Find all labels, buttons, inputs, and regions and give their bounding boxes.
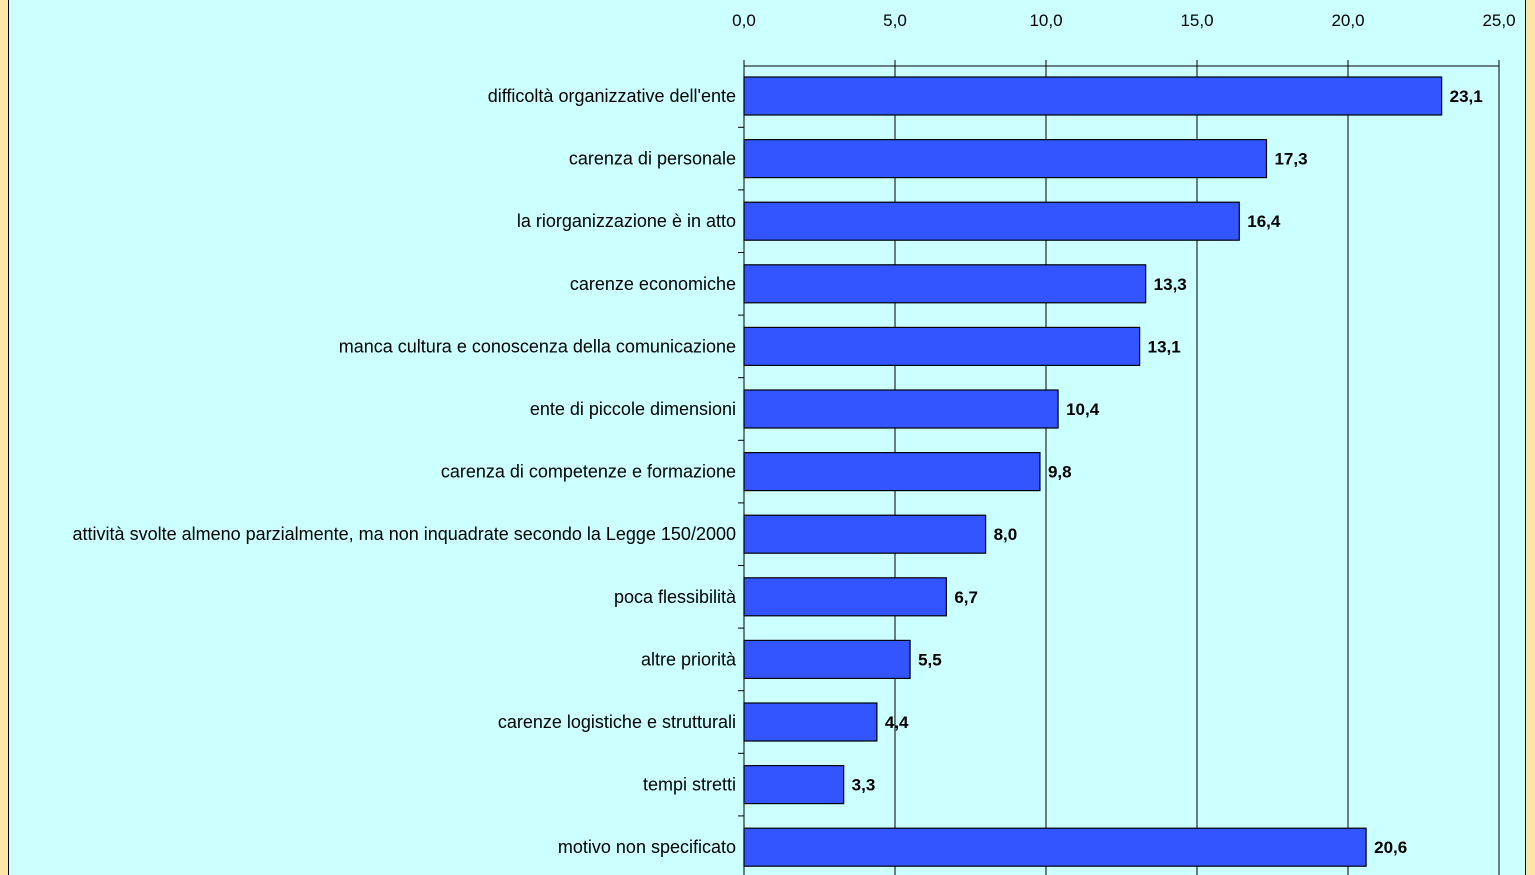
x-tick-label: 25,0 — [1482, 11, 1515, 30]
value-label: 4,4 — [885, 713, 909, 732]
bar — [743, 639, 911, 680]
bar — [743, 764, 845, 805]
value-label: 8,0 — [994, 525, 1018, 544]
x-tick-label: 0,0 — [732, 11, 756, 30]
x-tick-label: 20,0 — [1331, 11, 1364, 30]
category-label: altre priorità — [641, 649, 737, 669]
category-label: la riorganizzazione è in atto — [517, 211, 736, 231]
value-label: 5,5 — [918, 650, 942, 669]
bar — [743, 577, 947, 617]
value-label: 16,4 — [1247, 212, 1281, 231]
value-label: 9,8 — [1048, 463, 1072, 482]
value-label: 3,3 — [852, 776, 876, 795]
bar — [743, 326, 1141, 366]
bars — [743, 76, 1443, 867]
chart-frame: 0,0 5,0 10,0 15,0 20,0 25,0 difficoltà organi… — [8, 0, 1526, 875]
category-label: ente di piccole dimensioni — [530, 399, 736, 419]
x-tick-label: 5,0 — [883, 11, 907, 30]
category-label: poca flessibilità — [614, 587, 737, 607]
category-label: manca cultura e conoscenza della comunic… — [339, 336, 736, 356]
category-label: carenze economiche — [570, 274, 736, 294]
category-label: carenza di personale — [569, 149, 736, 169]
bar — [743, 139, 1268, 179]
x-tick-label: 10,0 — [1029, 11, 1062, 30]
value-label: 13,3 — [1154, 275, 1187, 294]
bar — [743, 514, 987, 554]
bar — [743, 76, 1443, 116]
value-label: 13,1 — [1148, 337, 1181, 356]
value-labels: 23,1 17,3 16,4 13,3 13,1 10,4 9,8 8,0 6,7 5,5 4,4 3… — [852, 87, 1483, 857]
value-label: 6,7 — [954, 588, 978, 607]
value-label: 10,4 — [1066, 400, 1100, 419]
value-label: 23,1 — [1450, 87, 1483, 106]
bar — [743, 702, 878, 742]
category-label: carenze logistiche e strutturali — [498, 712, 736, 732]
bar — [743, 827, 1367, 867]
value-label: 20,6 — [1374, 838, 1407, 857]
category-label: attività svolte almeno parzialmente, ma … — [73, 524, 736, 544]
category-label: difficoltà organizzative dell'ente — [488, 86, 736, 106]
x-tick-label: 15,0 — [1180, 11, 1213, 30]
bar — [743, 264, 1147, 304]
bar — [743, 452, 1041, 492]
x-axis: 0,0 5,0 10,0 15,0 20,0 25,0 — [732, 11, 1516, 875]
category-label: tempi stretti — [643, 775, 736, 795]
bar-chart: 0,0 5,0 10,0 15,0 20,0 25,0 difficoltà organi… — [73, 11, 1516, 875]
category-label: motivo non specificato — [558, 837, 736, 857]
bar — [743, 389, 1059, 429]
bar — [743, 201, 1240, 241]
value-label: 17,3 — [1274, 150, 1307, 169]
category-label: carenza di competenze e formazione — [441, 462, 736, 482]
category-labels: difficoltà organizzative dell'ente carenz… — [73, 86, 737, 857]
